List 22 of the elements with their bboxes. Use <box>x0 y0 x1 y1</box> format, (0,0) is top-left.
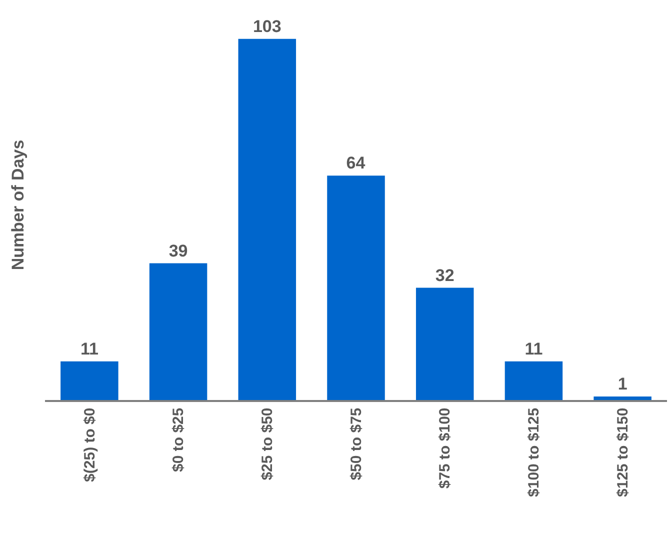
x-tick-label: $100 to $125 <box>526 408 543 497</box>
bar <box>504 361 563 400</box>
x-tick-label: $0 to $25 <box>170 408 188 472</box>
y-axis-title: Number of Days <box>8 140 28 270</box>
bar <box>238 38 296 400</box>
x-tick-label: $50 to $75 <box>348 408 365 480</box>
bar <box>416 288 474 400</box>
bar <box>594 396 652 400</box>
bar <box>327 176 385 400</box>
data-label: 1 <box>618 374 628 394</box>
data-label: 11 <box>524 339 543 358</box>
x-tick-label: $125 to $150 <box>614 408 632 497</box>
bar <box>149 263 208 400</box>
data-label: 39 <box>168 241 188 260</box>
data-label: 64 <box>346 154 366 173</box>
data-label: 103 <box>252 16 282 36</box>
data-label: 32 <box>435 266 454 285</box>
x-tick-label: $(25) to $0 <box>81 408 98 482</box>
x-tick-label: $25 to $50 <box>259 408 276 480</box>
x-tick-label: $75 to $100 <box>436 408 454 489</box>
bar <box>60 361 118 400</box>
data-label: 11 <box>80 339 98 358</box>
